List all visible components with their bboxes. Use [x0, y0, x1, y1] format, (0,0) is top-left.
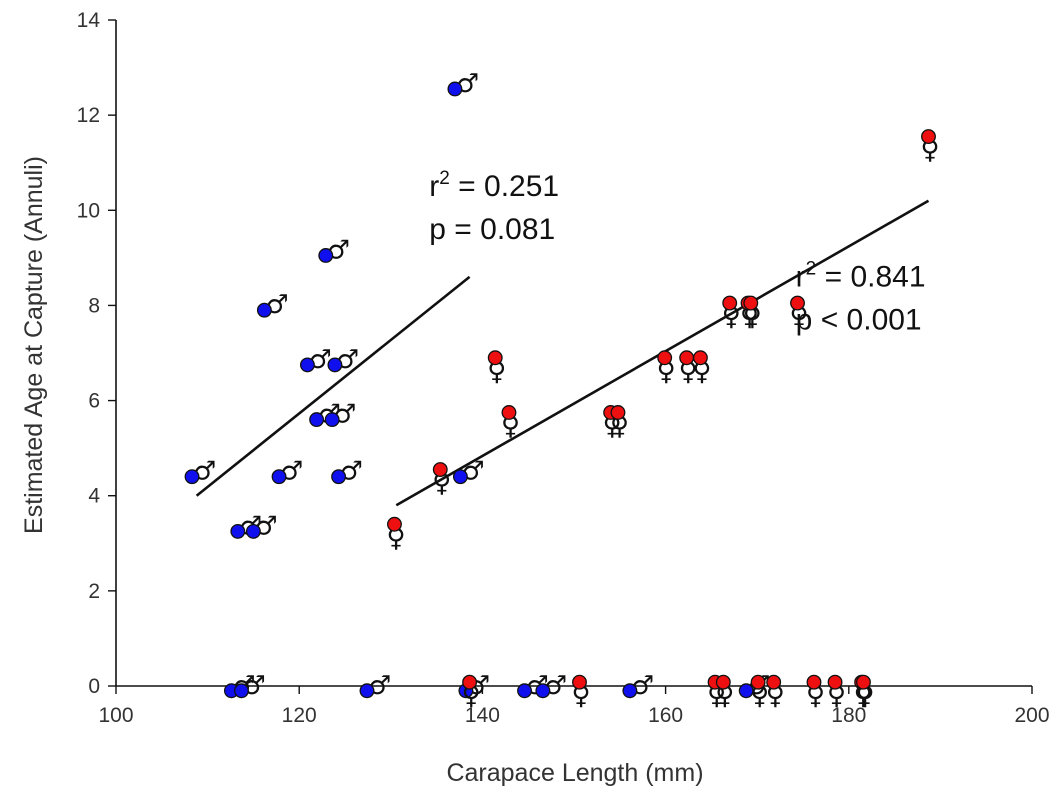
x-tick-label: 120 — [282, 704, 317, 727]
male-point: ♂ — [359, 671, 391, 701]
female-point: ♀ — [790, 295, 809, 332]
point-marker — [487, 350, 503, 366]
female-point: ♀ — [743, 295, 762, 332]
male-point: ♂ — [452, 457, 485, 487]
male-point: ♂ — [447, 69, 479, 99]
point-marker — [738, 683, 754, 699]
female-point: ♀ — [855, 674, 875, 711]
y-axis-title: Estimated Age at Capture (Annuli) — [20, 156, 48, 534]
point-marker — [256, 302, 272, 318]
y-tick-label: 14 — [77, 9, 101, 32]
female-point: ♀ — [722, 295, 741, 332]
male-point: ♂ — [299, 345, 332, 375]
y-tick-label: 12 — [77, 104, 100, 127]
point-marker — [750, 674, 766, 690]
female-point: ♀ — [386, 516, 406, 553]
male-point: ♂ — [245, 511, 278, 541]
male-point: ♂ — [234, 671, 266, 701]
female-point: ♀ — [501, 405, 520, 441]
male-point: ♂ — [622, 671, 654, 701]
male-point: ♂ — [271, 457, 303, 487]
point-marker — [318, 248, 334, 263]
female-point: ♀ — [487, 350, 506, 387]
point-marker — [921, 129, 936, 145]
point-marker — [234, 683, 249, 699]
male-point: ♂ — [327, 345, 359, 375]
female-point: ♀ — [806, 674, 825, 711]
point-marker — [827, 674, 843, 690]
point-marker — [657, 350, 673, 366]
female-point: ♀ — [692, 350, 711, 387]
y-tick-label: 6 — [88, 390, 100, 413]
point-marker — [299, 357, 315, 373]
x-tick-label: 200 — [1014, 704, 1049, 727]
y-tick-label: 4 — [88, 485, 100, 508]
point-marker — [517, 683, 532, 699]
y-tick-label: 10 — [77, 199, 100, 222]
female-point: ♀ — [920, 129, 940, 166]
female-point: ♀ — [766, 674, 785, 711]
female-point: ♀ — [432, 462, 451, 499]
point-marker — [610, 405, 626, 420]
male-point: ♂ — [256, 290, 289, 320]
point-marker — [535, 683, 551, 699]
fit-lines — [195, 199, 930, 507]
p-value-label: p < 0.001 — [796, 303, 922, 336]
point-marker — [271, 469, 287, 485]
point-marker — [447, 81, 463, 97]
female-point: ♀ — [571, 674, 591, 711]
annotations: r2 = 0.251 p = 0.081 r2 = 0.841 p < 0.001 — [429, 168, 925, 336]
point-marker — [790, 295, 805, 311]
point-marker — [245, 523, 261, 539]
regression-line — [195, 275, 471, 497]
point-marker — [501, 405, 517, 420]
point-marker — [230, 523, 246, 539]
y-tick-label: 0 — [88, 675, 100, 698]
point-marker — [622, 683, 638, 699]
p-value-label: p = 0.081 — [429, 213, 555, 246]
point-marker — [387, 516, 402, 532]
point-marker — [452, 469, 468, 485]
x-tick-label: 100 — [98, 704, 133, 727]
x-tick-label: 140 — [465, 704, 500, 727]
male-point: ♂ — [331, 457, 363, 487]
point-marker — [856, 674, 871, 690]
point-marker — [432, 462, 448, 478]
point-marker — [572, 674, 587, 690]
data-points: ♂♂♂♂♂♂♂♂♂♂♂♂♂♂♂♂♂♂♂♂♂♀♀♀♀♀♀♀♀♀♀♀♀♀♀♀♀♀♀♀… — [184, 69, 940, 711]
point-marker — [462, 674, 478, 690]
male-point: ♂ — [324, 400, 356, 430]
x-tick-label: 160 — [648, 704, 683, 727]
r-squared-label: r2 = 0.841 — [796, 258, 926, 293]
x-axis-title: Carapace Length (mm) — [446, 759, 703, 787]
male-point: ♂ — [318, 235, 350, 265]
y-tick-label: 2 — [88, 580, 100, 603]
female-point: ♀ — [679, 350, 698, 387]
point-marker — [692, 350, 708, 366]
female-point: ♀ — [657, 350, 676, 387]
point-marker — [184, 469, 200, 485]
r-squared-label: r2 = 0.251 — [429, 168, 559, 203]
male-point: ♂ — [535, 671, 567, 701]
point-marker — [331, 469, 347, 485]
female-point: ♀ — [715, 674, 734, 711]
male-point: ♂ — [184, 457, 216, 487]
point-marker — [309, 412, 325, 428]
female-point: ♀ — [750, 674, 769, 711]
axes: 0 2 4 6 8 10 12 14 100 120 140 160 180 200 — [77, 9, 1050, 727]
point-marker — [766, 674, 782, 690]
point-marker — [743, 295, 759, 311]
x-tick-label: 180 — [831, 704, 866, 727]
y-tick-label: 8 — [88, 294, 100, 317]
point-marker — [324, 412, 340, 428]
point-marker — [359, 683, 375, 699]
point-marker — [722, 295, 738, 311]
point-marker — [327, 357, 343, 373]
point-marker — [806, 674, 822, 690]
female-point: ♀ — [827, 674, 846, 711]
female-point: ♀ — [462, 674, 481, 711]
point-marker — [715, 674, 731, 690]
female-point: ♀ — [610, 405, 629, 441]
